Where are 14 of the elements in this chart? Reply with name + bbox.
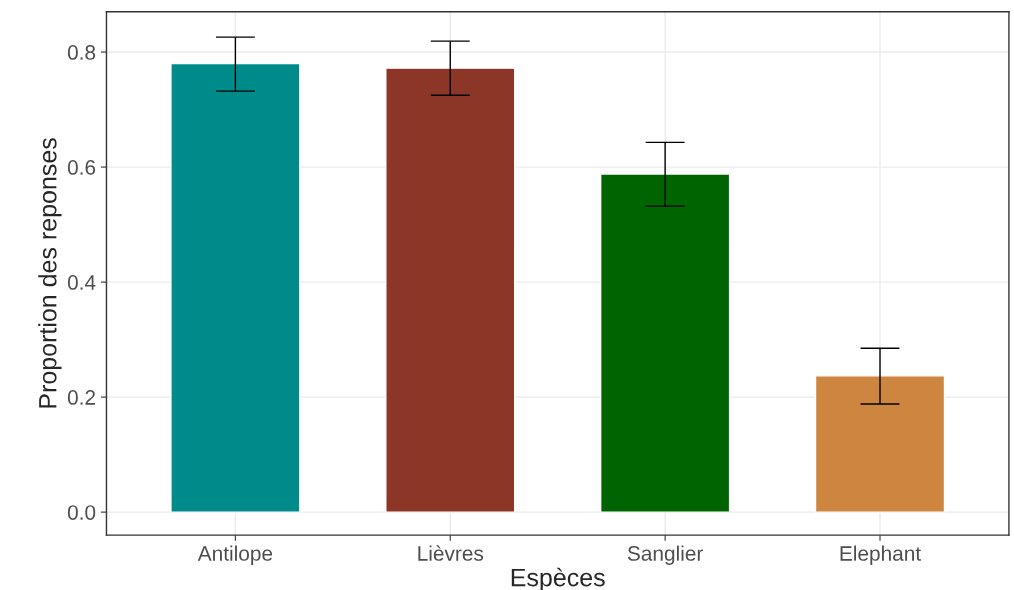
bar — [170, 62, 301, 513]
bar — [599, 173, 731, 513]
y-tick-label: 0.6 — [67, 160, 96, 175]
y-axis-title: Proportion des reponses — [38, 138, 62, 408]
x-tick-label: Lièvres — [418, 545, 484, 561]
x-tick-label: Sanglier — [627, 545, 704, 565]
y-tick-label: 0.2 — [67, 390, 96, 405]
x-tick-label: Antilope — [197, 545, 273, 565]
y-tick-label: 0.4 — [67, 275, 96, 290]
y-tick-label: 0.8 — [67, 45, 96, 60]
x-tick-label: Elephant — [840, 545, 921, 565]
bar — [385, 67, 516, 513]
y-tick-label: 0.0 — [67, 505, 96, 520]
bar — [814, 375, 946, 513]
